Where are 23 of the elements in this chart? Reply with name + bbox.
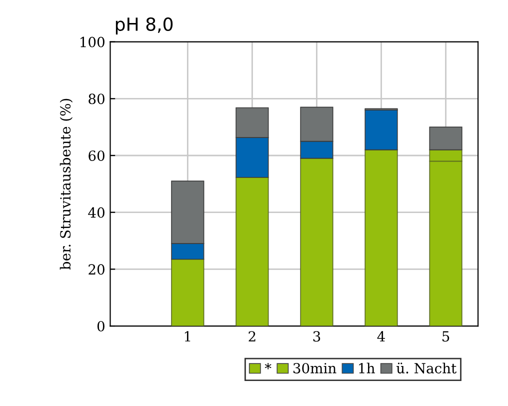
x-tick-label: 3 [313,331,320,342]
x-tick-label: 2 [248,331,256,342]
x-tick-label: 1 [184,331,190,342]
y-tick-label: 60 [88,150,104,161]
chart-title: pH 8,0 [116,17,173,35]
y-tick-label: 0 [97,320,104,332]
y-axis-title: ber. Struvitausbeute (%) [60,98,73,270]
y-tick-label: 40 [88,207,104,218]
bar [364,149,398,326]
bar [364,110,398,150]
y-tick-label: 100 [80,36,104,48]
bar [236,176,269,326]
x-tick-label: 5 [442,331,450,342]
bar [171,258,204,326]
legend-label: ü. Nacht [396,362,456,374]
y-tick-label: 80 [88,94,104,104]
bar [300,158,334,326]
legend-label: * [264,362,272,370]
legend-label: 1h [359,362,375,374]
x-tick-label: 4 [377,331,385,342]
y-tick-label: 20 [88,264,104,275]
bar [429,126,462,150]
legend-label: 30min [293,362,336,374]
